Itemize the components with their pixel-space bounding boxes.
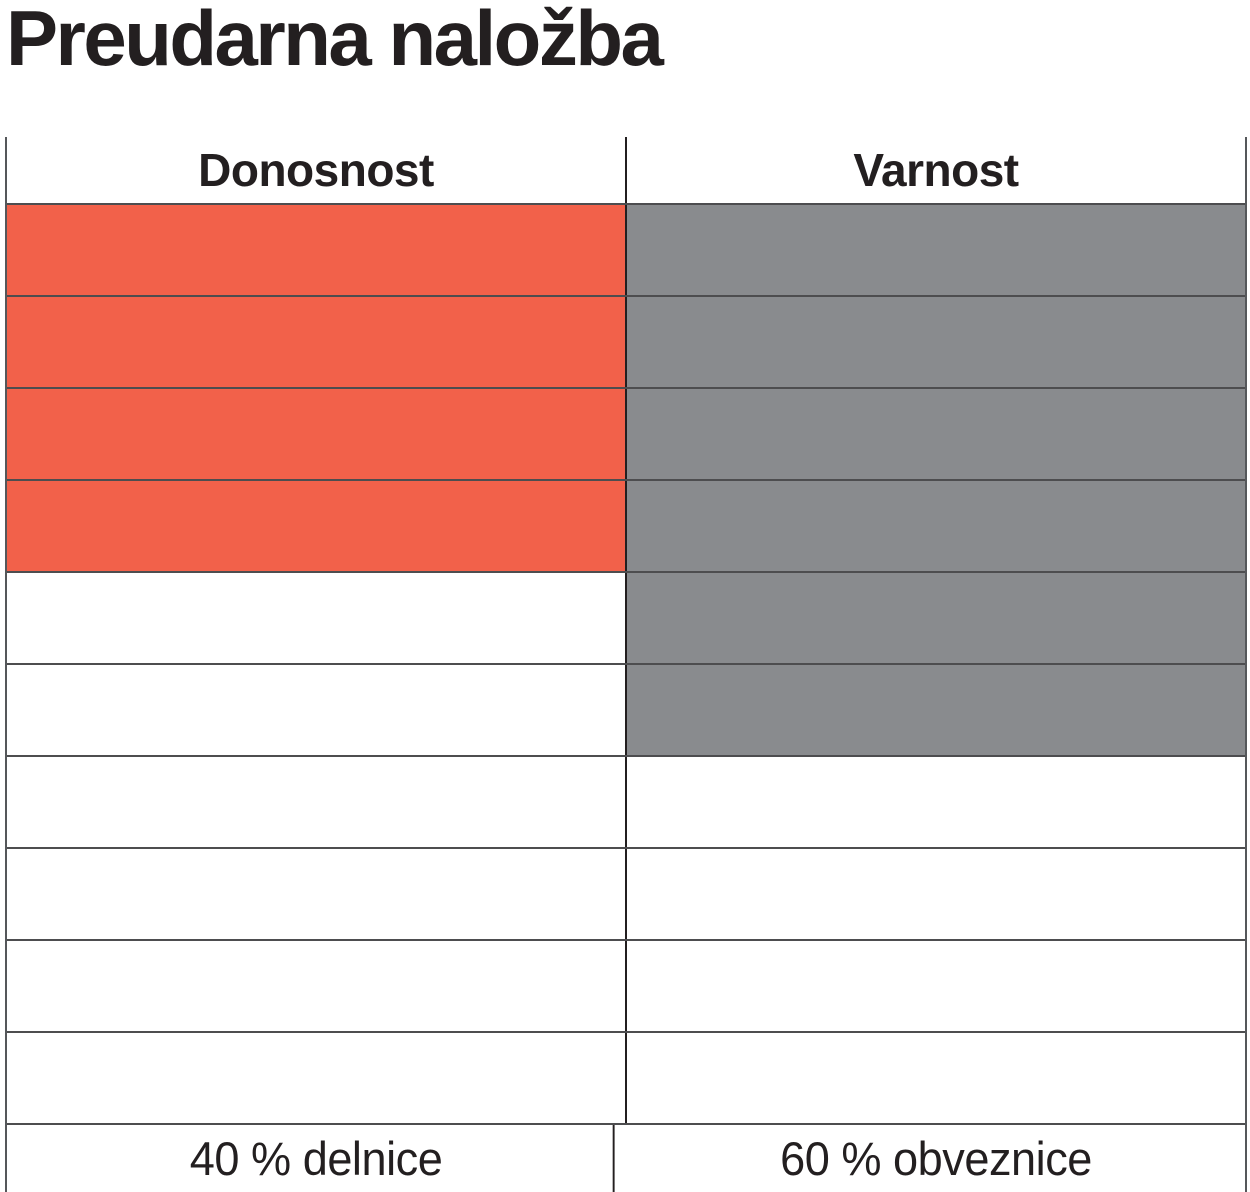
filled-cell-obveznice [627, 573, 1245, 663]
filled-cell-obveznice [627, 389, 1245, 479]
footer-label-obveznice: 60 % obveznice [780, 1132, 1092, 1185]
grid-row [7, 1031, 1245, 1123]
grid-row [7, 755, 1245, 847]
column-header-varnost: Varnost [853, 144, 1019, 196]
empty-cell [7, 941, 627, 1031]
filled-cell-delnice [7, 297, 627, 387]
column-header-donosnost: Donosnost [7, 137, 627, 203]
empty-cell [7, 849, 627, 939]
filled-cell-obveznice [627, 297, 1245, 387]
empty-cell [7, 573, 627, 663]
filled-cell-obveznice [627, 665, 1245, 755]
filled-cell-delnice [7, 389, 627, 479]
filled-cell-delnice [7, 481, 627, 571]
grid-row [7, 387, 1245, 479]
grid-row [7, 847, 1245, 939]
empty-cell [7, 665, 627, 755]
table-header-row: Donosnost Varnost [7, 137, 1245, 203]
table-footer-row: 40 % delnice 60 % obveznice [7, 1123, 1245, 1192]
grid-row [7, 939, 1245, 1031]
empty-cell [7, 757, 627, 847]
empty-cell [627, 1033, 1245, 1123]
filled-cell-obveznice [627, 205, 1245, 295]
filled-cell-obveznice [627, 481, 1245, 571]
grid-row [7, 571, 1245, 663]
empty-cell [7, 1033, 627, 1123]
empty-cell [627, 849, 1245, 939]
grid-row [7, 295, 1245, 387]
page-title: Preudarna naložba [6, 0, 664, 82]
empty-cell [627, 757, 1245, 847]
footer-label-delnice: 40 % delnice [19, 1125, 615, 1192]
grid-row [7, 203, 1245, 295]
allocation-table: Donosnost Varnost 40 % delnice 60 % obve… [5, 137, 1247, 1192]
grid-row [7, 663, 1245, 755]
grid-row [7, 479, 1245, 571]
empty-cell [627, 941, 1245, 1031]
filled-cell-delnice [7, 205, 627, 295]
